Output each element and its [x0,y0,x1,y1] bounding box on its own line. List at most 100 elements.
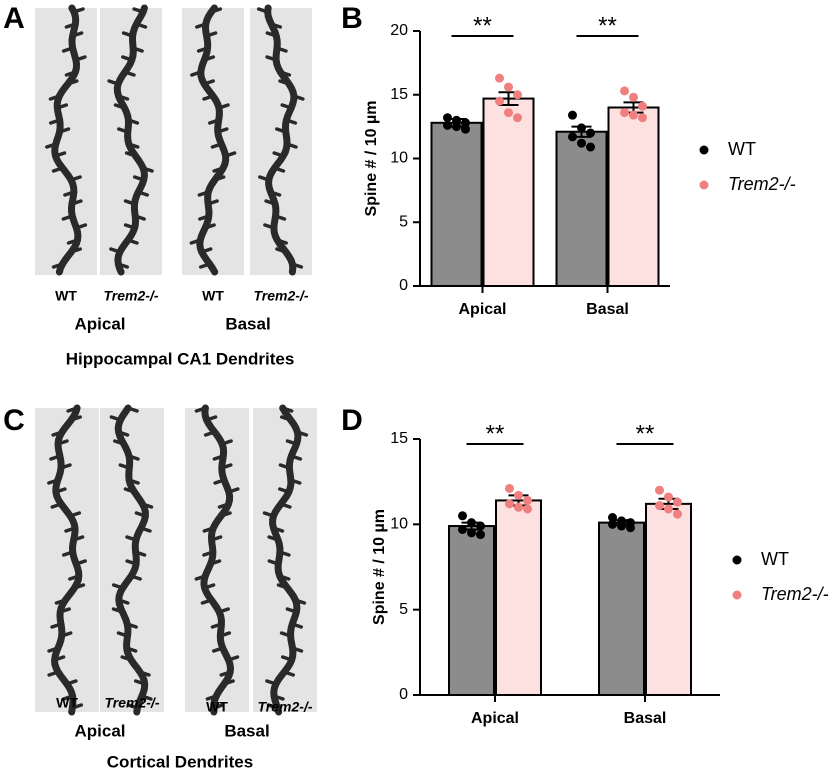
bar [448,525,495,696]
data-point [673,497,682,507]
data-point [476,521,485,531]
data-point [452,115,461,125]
data-point [638,101,647,111]
group-label: Apical [74,314,125,333]
y-tick-label: 5 [399,213,408,230]
y-tick-label: 15 [390,86,408,103]
caption: Hippocampal CA1 Dendrites [66,349,295,368]
legend-label: WT [761,549,789,569]
data-point [577,138,586,148]
data-point [629,92,638,102]
group-label: Basal [224,721,269,740]
data-point [586,128,595,138]
data-point [443,120,452,130]
image-label: Trem2-/- [104,288,159,304]
dendrite-spines [194,406,240,710]
image-label: WT [55,288,77,304]
data-point [586,142,595,152]
y-axis-label: Spine # / 10 µm [371,509,388,625]
data-point [608,513,617,523]
dendrite-spines [256,7,305,269]
data-point [458,511,467,521]
legend-label: Trem2-/- [728,174,796,194]
data-point [452,122,461,132]
x-tick-label: Basal [624,710,667,727]
bar [607,106,660,287]
image-label: WT [56,695,78,711]
bar [482,97,535,287]
data-point [504,108,513,118]
data-point [467,528,476,538]
y-tick-label: 20 [390,22,408,39]
bar [430,121,483,287]
data-point [514,502,523,512]
dendrite-spines [47,406,87,710]
legend-marker [732,590,742,600]
y-tick-label: 0 [399,277,408,294]
significance-label: ** [636,420,655,447]
data-point [655,485,664,495]
data-point [523,504,532,514]
micrograph [182,8,244,275]
data-point [568,110,577,120]
data-point [638,113,647,123]
data-point [495,96,504,106]
data-point [514,490,523,500]
y-tick-label: 15 [390,430,408,447]
group-label: Apical [74,721,125,740]
y-tick-label: 0 [399,686,408,703]
data-point [620,108,629,118]
bar [598,521,645,696]
x-tick-label: Apical [471,710,519,727]
data-point [626,523,635,533]
data-point [523,495,532,505]
data-point [476,530,485,540]
dendrite-spines [262,406,309,710]
data-point [505,483,514,493]
y-tick-label: 10 [390,516,408,533]
data-point [620,86,629,96]
data-point [617,521,626,531]
image-label: WT [202,288,224,304]
data-point [664,504,673,514]
data-point [513,113,522,123]
y-tick-label: 5 [399,601,408,618]
legend-label: WT [728,139,756,159]
data-point [443,113,452,123]
significance-label: ** [486,420,505,447]
data-point [504,82,513,92]
bar [645,502,692,696]
image-label: Trem2-/- [258,699,313,715]
legend-marker [699,145,709,155]
micrograph [253,408,317,712]
dendrite-spines [189,7,237,269]
panel-letter: D [341,404,363,437]
dendrite-spines [109,406,154,710]
significance-label: ** [473,12,492,39]
caption: Cortical Dendrites [107,752,253,771]
data-point [629,110,638,120]
data-point [608,519,617,529]
data-point [467,518,476,528]
image-label: Trem2-/- [254,288,309,304]
legend-label: Trem2-/- [761,584,828,604]
data-point [655,501,664,511]
y-tick-label: 10 [390,150,408,167]
data-point [495,73,504,83]
image-label: WT [206,699,228,715]
image-label: Trem2-/- [105,695,160,711]
data-point [505,499,514,509]
x-tick-label: Apical [458,301,506,318]
data-point [513,90,522,100]
micrograph [35,8,97,275]
dendrite-spines [45,7,88,269]
legend-marker [732,555,742,565]
panel-letter: B [341,2,363,35]
panel-letter: A [3,2,25,35]
y-axis-label: Spine # / 10 µm [363,101,380,217]
data-point [461,118,470,128]
dendrite-spines [107,7,154,269]
legend-marker [699,180,709,190]
